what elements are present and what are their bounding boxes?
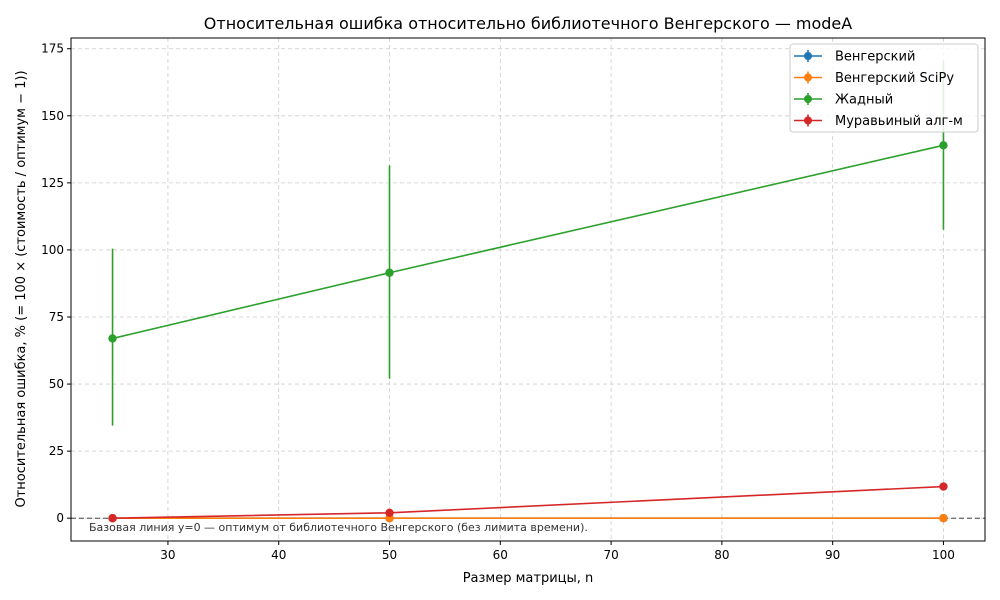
data-point (108, 513, 117, 523)
legend-item: Венгерский SciPy (794, 71, 954, 86)
y-tick-label: 50 (49, 377, 64, 391)
legend-label: Муравьиный алг-м (835, 114, 963, 129)
x-tick-label: 50 (382, 548, 397, 562)
x-tick-label: 30 (160, 548, 175, 562)
data-point (385, 268, 394, 277)
legend-item: Муравьиный алг-м (794, 114, 963, 129)
x-tick-label: 60 (493, 548, 508, 562)
y-axis-label: Относительная ошибка, % (= 100 × (стоимо… (14, 70, 29, 507)
legend-swatch-marker (804, 73, 812, 82)
y-tick-label: 175 (41, 42, 64, 56)
plot-frame (70, 37, 986, 542)
chart-title: Относительная ошибка относительно библио… (204, 14, 852, 33)
x-tick-label: 80 (714, 548, 729, 562)
y-tick-label: 100 (41, 243, 64, 257)
legend-label: Жадный (835, 93, 893, 108)
data-point (939, 513, 948, 523)
x-tick-label: 90 (825, 548, 840, 562)
data-point (939, 141, 948, 150)
legend-item: Жадный (794, 93, 893, 108)
series-4 (108, 482, 948, 523)
legend: Венгерский Венгерский SciPy Жадный Муравьин… (789, 43, 979, 133)
baseline-note: Базовая линия y=0 — оптимум от библиотеч… (89, 521, 588, 534)
legend-swatch-marker (804, 52, 812, 60)
legend-swatch-marker (804, 95, 812, 103)
series-layer (108, 60, 948, 523)
y-tick-label: 0 (56, 511, 64, 525)
legend-label: Венгерский (835, 50, 915, 65)
legend-item: Венгерский (794, 50, 915, 65)
legend-box (789, 43, 979, 133)
data-point (108, 334, 117, 343)
x-tick-label: 100 (932, 548, 955, 562)
legend-label: Венгерский SciPy (835, 71, 954, 86)
x-tick-label: 70 (603, 548, 618, 562)
y-tick-label: 150 (41, 109, 64, 123)
y-tick-label: 75 (49, 310, 64, 324)
axis-ticks: 30 40 50 60 70 80 90 100 0 25 50 75 100 125 150 175 (41, 42, 955, 562)
data-point (939, 482, 948, 491)
legend-swatch-marker (804, 116, 812, 125)
x-tick-label: 40 (271, 548, 286, 562)
y-tick-label: 25 (49, 444, 64, 458)
data-point (385, 508, 394, 518)
y-tick-label: 125 (41, 176, 64, 190)
x-axis-label: Размер матрицы, n (463, 571, 594, 586)
